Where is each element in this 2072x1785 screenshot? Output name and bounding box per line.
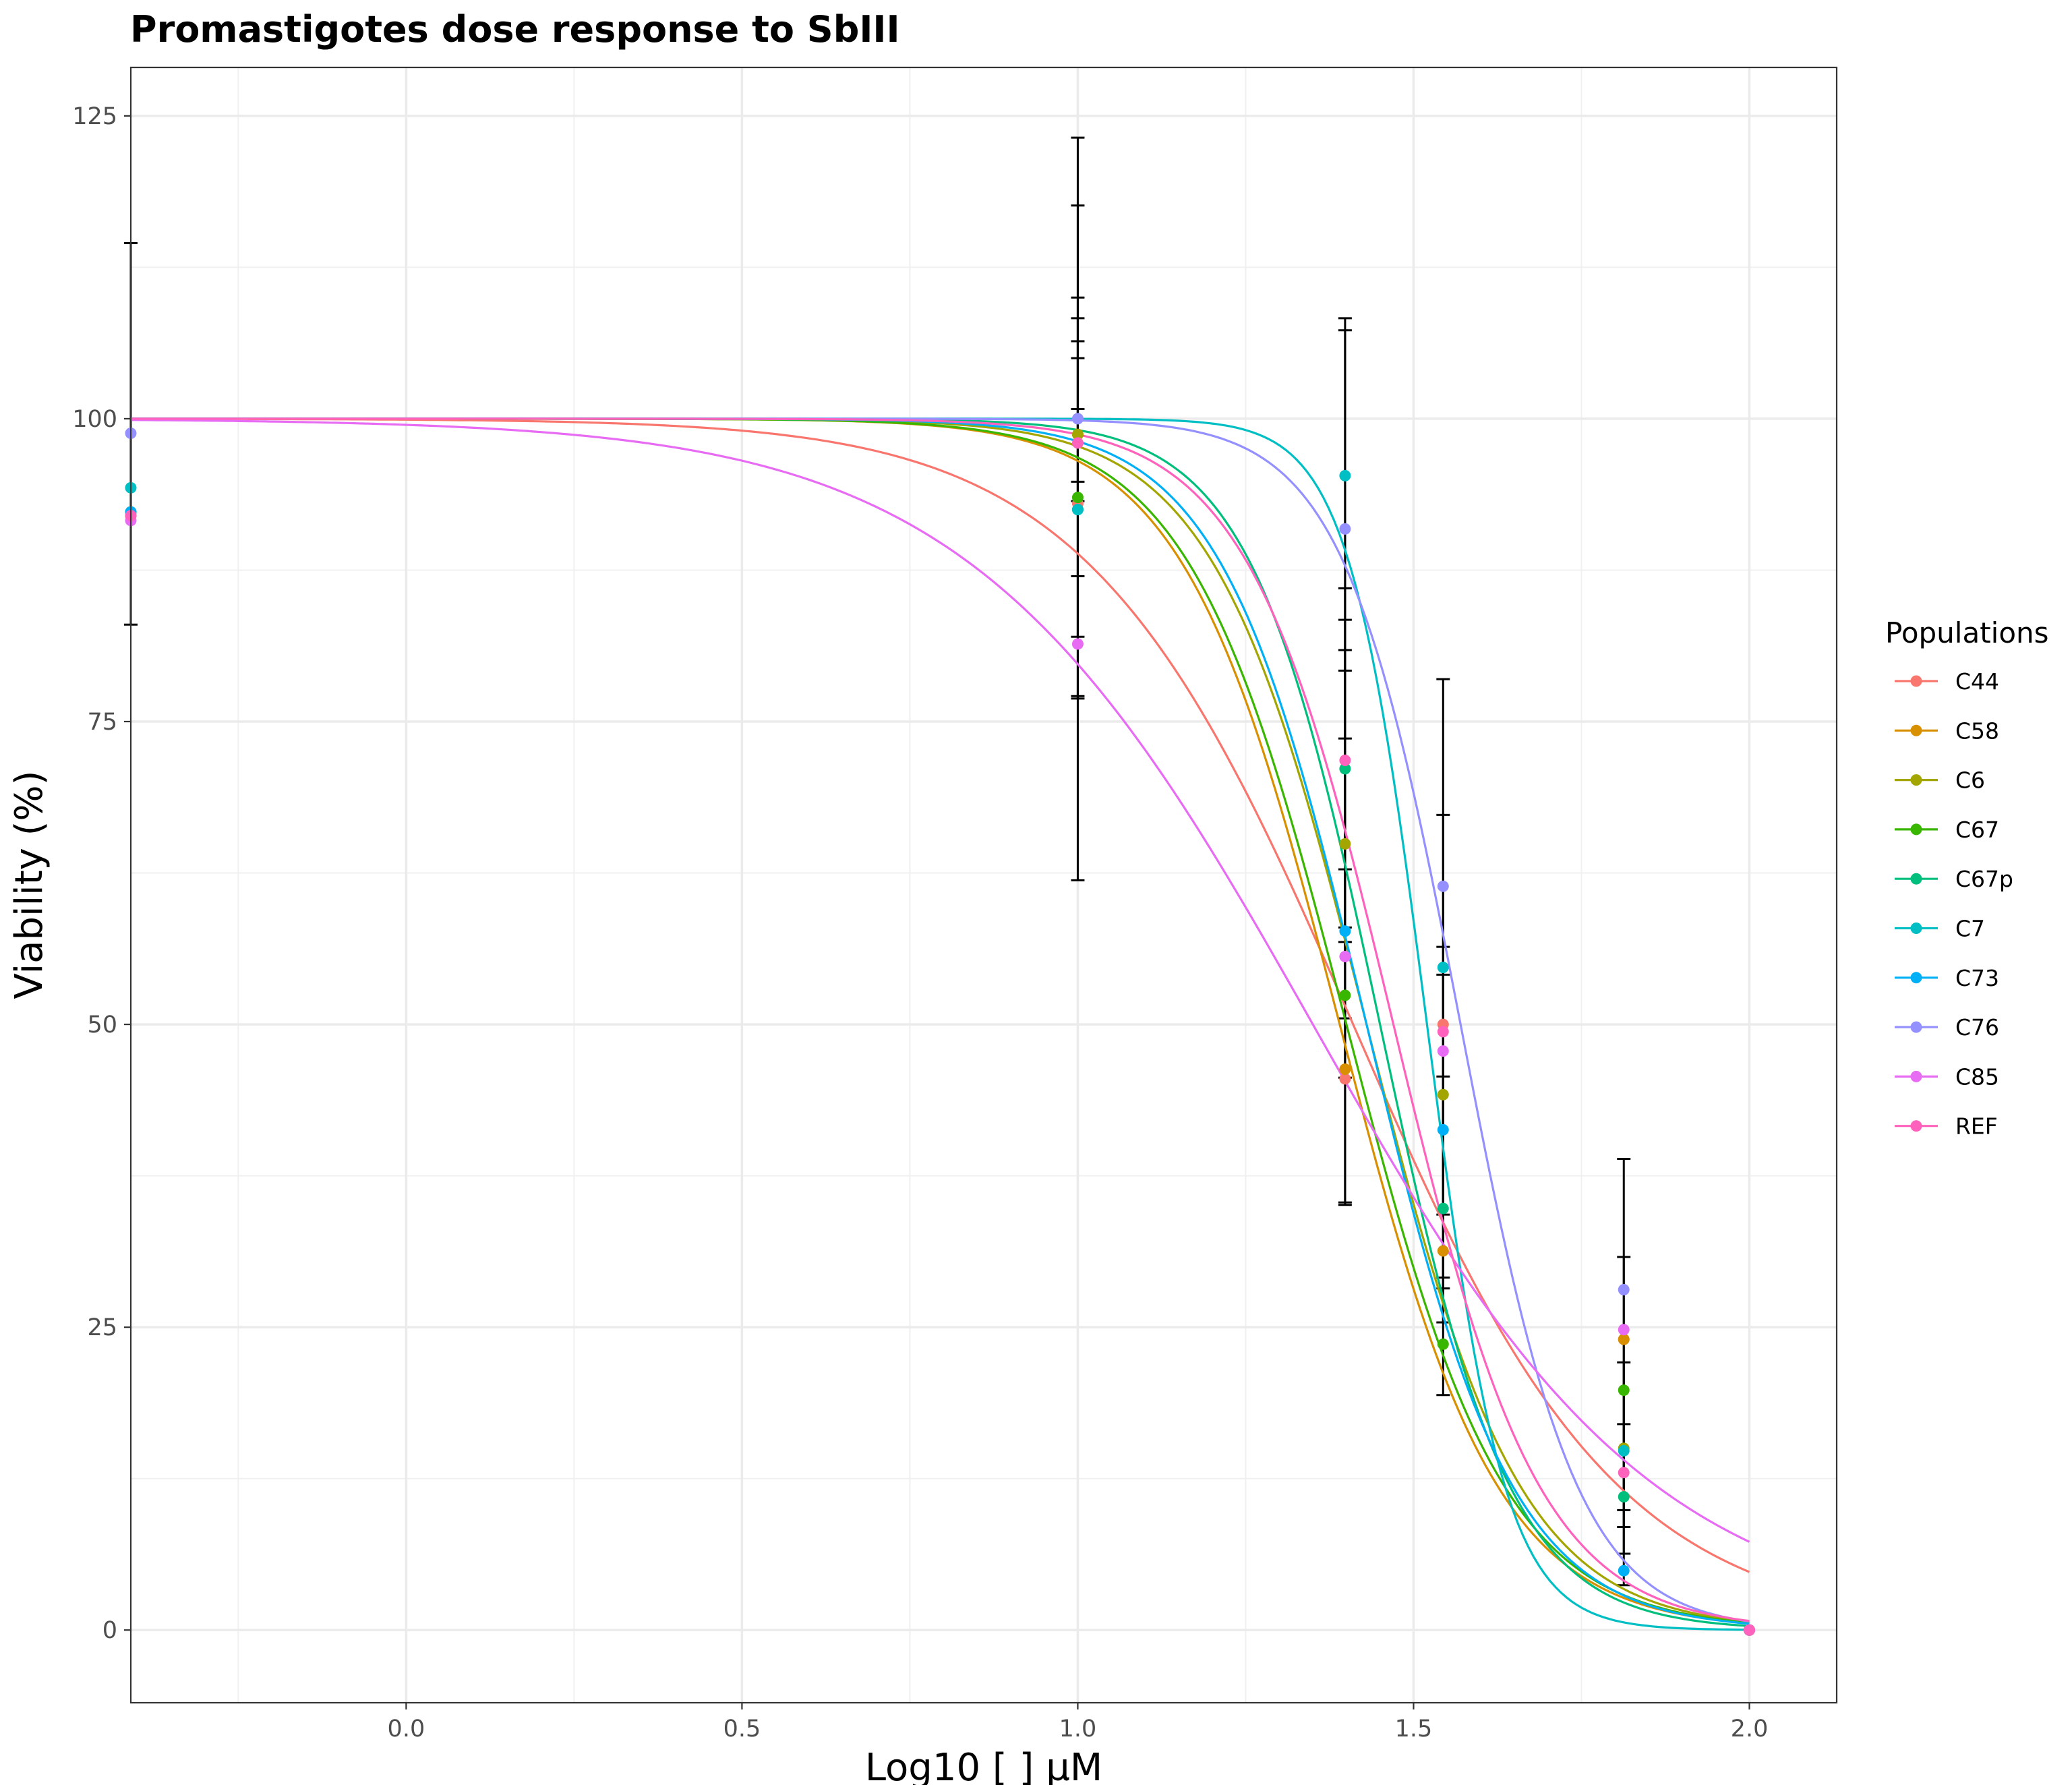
point-c73 [1339,925,1351,937]
legend-title: Populations [1885,616,2049,649]
legend-key-point [1910,1120,1922,1132]
legend-label: C67 [1955,817,1999,843]
chart-title: Promastigotes dose response to SbIII [130,8,900,51]
point-c7 [1437,962,1449,974]
legend-key-point [1910,675,1922,687]
y-tick-label: 75 [87,709,117,736]
grid-lines [131,67,1837,1703]
legend-label: REF [1955,1113,1998,1140]
point-ref [1437,1026,1449,1038]
x-tick-label: 1.0 [1059,1716,1097,1743]
legend-label: C85 [1955,1063,1999,1090]
point-c67 [1618,1384,1630,1397]
point-c85 [1339,950,1351,962]
point-c85 [1437,1045,1449,1057]
y-axis-ticks: 0 25 50 75 100 125 [72,103,131,1644]
point-c58 [1437,1245,1449,1257]
legend: Populations C44 C58 C6 C67 C67p C7 C73 C76 C85 RE… [1885,616,2049,1140]
fitted-curves [131,417,1750,1631]
point-c7 [1339,469,1351,481]
legend-key-point [1910,1021,1922,1033]
point-c44 [1339,1073,1351,1085]
x-tick-label: 0.0 [388,1716,425,1743]
point-c76 [1339,523,1351,535]
y-tick-label: 100 [72,406,117,433]
point-c67p [1618,1491,1630,1503]
y-tick-label: 0 [102,1617,117,1644]
point-c85 [1071,638,1084,650]
legend-key-point [1910,1070,1922,1082]
point-c58 [1339,1063,1351,1076]
point-c76 [1618,1283,1630,1295]
point-c85 [1618,1324,1630,1336]
x-axis-ticks: 0.0 0.5 1.0 1.5 2.0 [388,1703,1769,1743]
point-c73 [1618,1564,1630,1577]
point-ref [1071,437,1084,449]
point-ref [1744,1624,1756,1636]
legend-key-point [1910,972,1922,984]
point-c58 [1618,1333,1630,1345]
point-c76 [1071,413,1084,425]
y-tick-label: 125 [72,103,117,130]
legend-key-point [1910,873,1922,885]
y-tick-label: 50 [87,1012,117,1038]
x-tick-label: 0.5 [723,1716,761,1743]
point-c6 [1071,428,1084,440]
x-axis-title: Log10 [ ] µM [865,1746,1102,1785]
legend-label: C44 [1955,668,1999,695]
legend-label: C67p [1955,866,2013,892]
point-c67p [1437,1202,1449,1215]
plot-panel-border [129,66,1838,1704]
x-tick-label: 1.5 [1395,1716,1433,1743]
legend-label: C6 [1955,767,1985,794]
point-ref [1339,754,1351,766]
point-c7 [1071,504,1084,516]
legend-key-point [1910,774,1922,786]
x-tick-label: 2.0 [1731,1716,1769,1743]
legend-label: C73 [1955,965,1999,991]
legend-label: C76 [1955,1014,1999,1041]
point-c67 [1437,1338,1449,1350]
legend-key-point [1910,923,1922,934]
curve-ref [131,417,1750,1622]
data-points [125,413,1756,1636]
point-c73 [1437,1123,1449,1136]
point-c67 [1071,492,1084,504]
point-c67 [1339,989,1351,1001]
legend-key-point [1910,724,1922,736]
point-c6 [1437,1088,1449,1101]
point-c76 [1437,880,1449,892]
point-c67p [1339,763,1351,775]
curve-c85 [131,419,1750,1543]
point-c7 [1618,1444,1630,1457]
y-axis-title: Viability (%) [7,771,51,999]
legend-key-point [1910,823,1922,836]
point-ref [1618,1467,1630,1479]
point-c6 [1339,838,1351,850]
legend-label: C58 [1955,718,1999,744]
y-tick-label: 25 [87,1314,117,1341]
legend-label: C7 [1955,916,1985,942]
